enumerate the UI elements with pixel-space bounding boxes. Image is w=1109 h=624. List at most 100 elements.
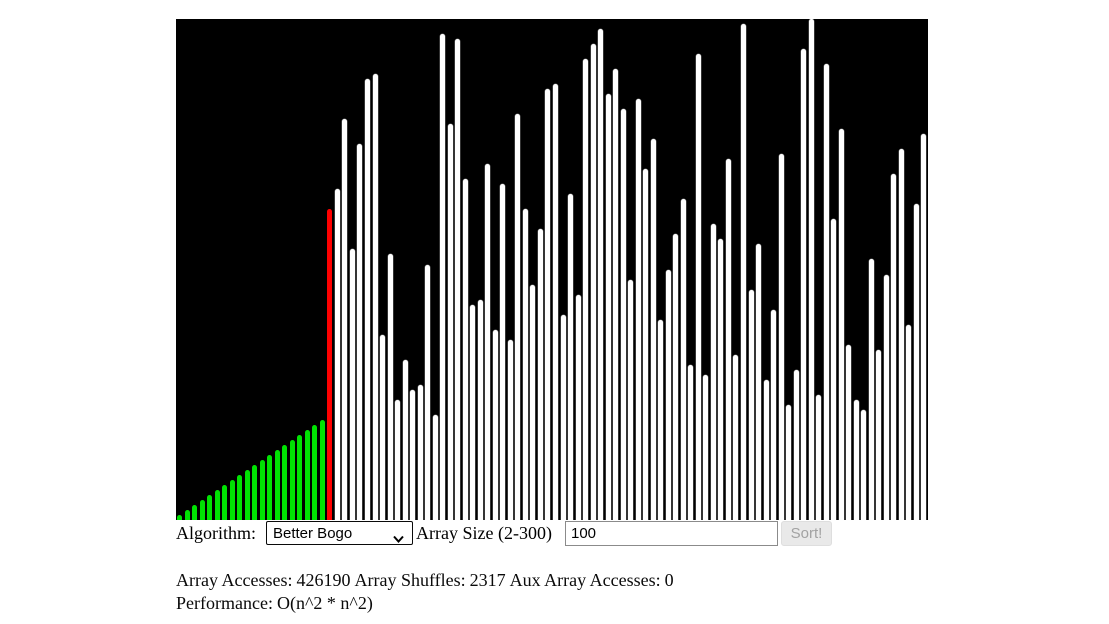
array-bar — [560, 314, 566, 520]
array-bar — [838, 129, 844, 520]
array-bar — [695, 54, 701, 520]
array-bar — [553, 84, 558, 520]
array-bar — [913, 204, 919, 520]
array-bar — [921, 134, 927, 520]
array-bar — [605, 94, 611, 520]
array-bar — [846, 344, 852, 520]
array-bar — [688, 364, 694, 520]
array-bar — [410, 389, 416, 520]
array-bar — [620, 109, 626, 520]
algorithm-select-value: Better Bogo — [273, 524, 353, 542]
array-bar — [530, 284, 536, 520]
array-bar — [883, 274, 889, 520]
array-bar — [244, 469, 250, 520]
array-bar — [372, 74, 378, 520]
sort-visualization-canvas — [176, 19, 928, 520]
array-bar — [898, 149, 904, 520]
array-bar — [575, 294, 581, 520]
algorithm-label: Algorithm: — [176, 523, 256, 543]
array-bar — [763, 379, 769, 520]
array-bar — [778, 154, 784, 520]
array-bar — [282, 444, 288, 520]
array-bar — [470, 304, 476, 520]
array-bar — [380, 334, 386, 520]
array-bar — [357, 144, 363, 520]
array-bar — [342, 119, 348, 520]
array-bar — [710, 224, 716, 520]
array-bar — [237, 474, 243, 520]
array-size-label: Array Size (2-300) — [416, 523, 552, 543]
array-bar — [229, 479, 235, 520]
array-bar — [658, 319, 664, 520]
array-bar — [455, 39, 461, 520]
array-bar — [876, 349, 882, 520]
performance-line: Performance: O(n^2 * n^2) — [176, 592, 377, 615]
array-bar — [725, 159, 731, 520]
array-bar — [492, 329, 498, 520]
array-bar — [485, 164, 491, 520]
array-bar — [334, 189, 340, 520]
array-bar — [643, 169, 649, 520]
sort-button[interactable]: Sort! — [781, 521, 832, 546]
array-bar — [267, 454, 273, 520]
array-bar — [868, 259, 874, 520]
array-bar — [192, 504, 198, 520]
array-bar — [568, 194, 574, 520]
array-bar — [741, 24, 746, 520]
array-bar — [831, 219, 837, 520]
array-bar — [583, 59, 589, 520]
array-bar — [447, 124, 453, 520]
array-bar — [222, 484, 228, 520]
array-bar — [891, 174, 897, 520]
array-bar — [207, 494, 213, 520]
array-bar — [477, 299, 483, 520]
array-bar — [425, 264, 431, 520]
array-bar — [319, 419, 325, 520]
array-bar — [289, 439, 295, 520]
array-bar — [786, 404, 792, 520]
chevron-down-icon — [393, 530, 404, 547]
array-bar — [823, 64, 829, 520]
array-bar — [771, 309, 777, 520]
array-bar — [304, 429, 310, 520]
array-bar — [703, 374, 709, 520]
array-bar — [327, 209, 333, 520]
array-bar — [613, 69, 619, 520]
array-bar — [387, 254, 393, 520]
performance-label: Performance: — [176, 593, 273, 613]
array-bar — [522, 209, 528, 520]
array-shuffles-value: 2317 — [469, 570, 506, 590]
array-bar — [861, 409, 867, 520]
array-bar — [500, 184, 506, 520]
array-bar — [650, 139, 656, 520]
array-bar — [801, 49, 807, 520]
array-bar — [680, 199, 686, 520]
array-bar — [417, 384, 423, 520]
array-bar — [793, 369, 799, 520]
array-accesses-label: Array Accesses: — [176, 570, 293, 590]
array-bar — [432, 414, 438, 520]
array-bar — [635, 99, 641, 520]
array-size-input[interactable] — [565, 521, 778, 546]
array-bar — [177, 515, 182, 520]
array-bar — [252, 464, 258, 520]
array-bar — [853, 399, 859, 520]
array-bar — [214, 489, 220, 520]
array-bar — [906, 324, 912, 520]
array-bar — [718, 239, 724, 520]
array-bar — [515, 114, 521, 520]
array-bar — [199, 499, 205, 520]
array-bar — [440, 34, 446, 520]
array-bar — [507, 339, 513, 520]
array-bar — [673, 234, 679, 520]
array-bar — [395, 399, 401, 520]
stats-line: Array Accesses: 426190 Array Shuffles: 2317… — [176, 569, 678, 592]
algorithm-select[interactable]: Better Bogo — [266, 521, 413, 545]
array-accesses-value: 426190 — [296, 570, 351, 590]
performance-value: O(n^2 * n^2) — [276, 593, 373, 613]
array-bar — [808, 19, 814, 520]
array-bar — [756, 244, 762, 520]
array-bar — [748, 289, 754, 520]
array-shuffles-label: Array Shuffles: — [354, 570, 466, 590]
